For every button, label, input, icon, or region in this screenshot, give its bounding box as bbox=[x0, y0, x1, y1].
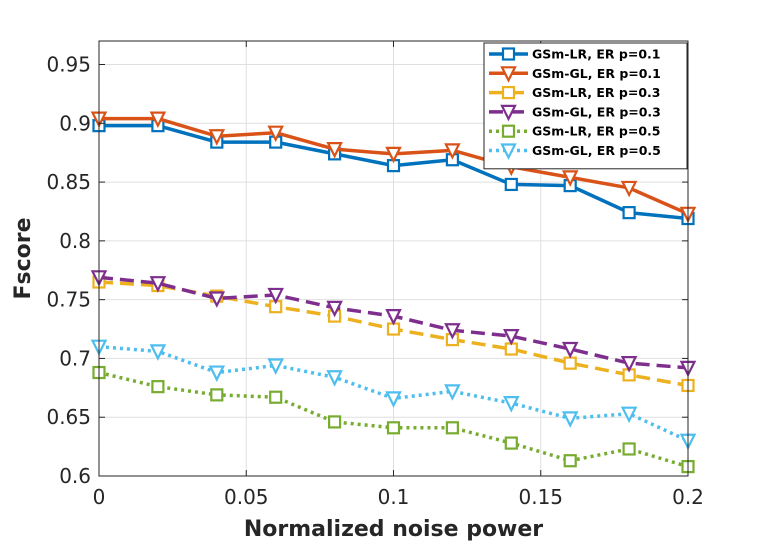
data-point bbox=[622, 206, 636, 220]
data-point bbox=[620, 356, 638, 373]
data-point bbox=[503, 328, 520, 346]
data-point bbox=[620, 406, 638, 424]
x-tick-label: 0.05 bbox=[224, 485, 269, 509]
data-point bbox=[208, 129, 226, 146]
data-point bbox=[563, 356, 577, 370]
legend-label: GSm-LR, ER p=0.1 bbox=[532, 47, 660, 62]
legend-entry: GSm-GL, ER p=0.5 bbox=[489, 143, 661, 160]
data-point bbox=[563, 454, 577, 468]
x-tick-label: 0.15 bbox=[518, 485, 563, 509]
data-point bbox=[561, 170, 579, 187]
data-point bbox=[444, 384, 461, 401]
x-tick-label: 0 bbox=[93, 485, 106, 509]
data-point bbox=[208, 365, 226, 383]
data-point bbox=[151, 380, 165, 394]
y-axis-label: Fscore bbox=[11, 217, 36, 299]
data-point bbox=[445, 421, 459, 435]
legend-entry: GSm-LR, ER p=0.1 bbox=[489, 47, 660, 62]
data-point bbox=[149, 276, 167, 293]
data-point bbox=[504, 436, 518, 450]
legend-label: GSm-GL, ER p=0.1 bbox=[532, 66, 661, 81]
legend-marker bbox=[500, 66, 517, 83]
legend-label: GSm-GL, ER p=0.5 bbox=[532, 143, 661, 158]
y-tick-label: 0.65 bbox=[46, 405, 91, 429]
x-tick-label: 0.2 bbox=[672, 485, 704, 509]
y-tick-label: 0.75 bbox=[46, 288, 91, 312]
data-point bbox=[504, 177, 518, 192]
legend-entry: GSm-LR, ER p=0.3 bbox=[489, 85, 660, 100]
legend-marker bbox=[500, 143, 517, 160]
x-axis-label: Normalized noise power bbox=[244, 517, 543, 542]
data-point bbox=[149, 111, 167, 129]
data-point bbox=[444, 323, 461, 340]
legend-entry: GSm-LR, ER p=0.5 bbox=[489, 124, 660, 139]
data-point bbox=[503, 396, 520, 413]
data-point bbox=[385, 309, 402, 326]
data-point bbox=[385, 391, 402, 408]
legend-label: GSm-LR, ER p=0.3 bbox=[532, 85, 660, 100]
legend-label: GSm-LR, ER p=0.5 bbox=[532, 124, 660, 139]
y-tick-label: 0.6 bbox=[59, 464, 91, 488]
data-point bbox=[267, 287, 284, 305]
y-tick-label: 0.85 bbox=[46, 170, 91, 194]
data-point bbox=[326, 300, 343, 318]
y-tick-label: 0.9 bbox=[59, 111, 91, 135]
data-point bbox=[269, 390, 283, 404]
data-point bbox=[326, 142, 343, 159]
data-point bbox=[561, 341, 579, 359]
data-point bbox=[622, 442, 636, 456]
data-point bbox=[210, 388, 224, 402]
data-point bbox=[149, 344, 167, 361]
data-point bbox=[385, 146, 402, 164]
data-point bbox=[328, 415, 342, 429]
data-point bbox=[444, 143, 461, 160]
y-tick-label: 0.7 bbox=[59, 346, 91, 370]
data-point bbox=[386, 421, 401, 435]
legend-marker bbox=[501, 47, 516, 61]
legend-marker bbox=[501, 85, 516, 100]
legend-box bbox=[483, 42, 688, 170]
data-point bbox=[326, 370, 343, 387]
legend-marker bbox=[501, 124, 516, 138]
data-point bbox=[267, 125, 284, 143]
legend: GSm-LR, ER p=0.1 GSm-GL, ER p=0.1 GSm-LR, … bbox=[483, 42, 688, 170]
legend-label: GSm-GL, ER p=0.3 bbox=[532, 104, 661, 119]
data-point bbox=[620, 180, 638, 198]
legend-entry: GSm-GL, ER p=0.3 bbox=[489, 104, 661, 122]
data-point bbox=[208, 291, 226, 308]
data-point bbox=[561, 411, 579, 428]
legend-entry: GSm-GL, ER p=0.1 bbox=[489, 66, 661, 83]
y-tick-label: 0.95 bbox=[46, 53, 91, 77]
data-point bbox=[267, 358, 284, 375]
ticks: 0 0.05 0.1 0.15 0.2 0.6 0.65 0.7 0.75 0.8 0.85 0.9 0… bbox=[46, 41, 704, 509]
y-tick-label: 0.8 bbox=[59, 229, 91, 253]
legend-marker bbox=[500, 104, 517, 122]
x-tick-label: 0.1 bbox=[378, 485, 410, 509]
series-4 bbox=[90, 270, 697, 378]
